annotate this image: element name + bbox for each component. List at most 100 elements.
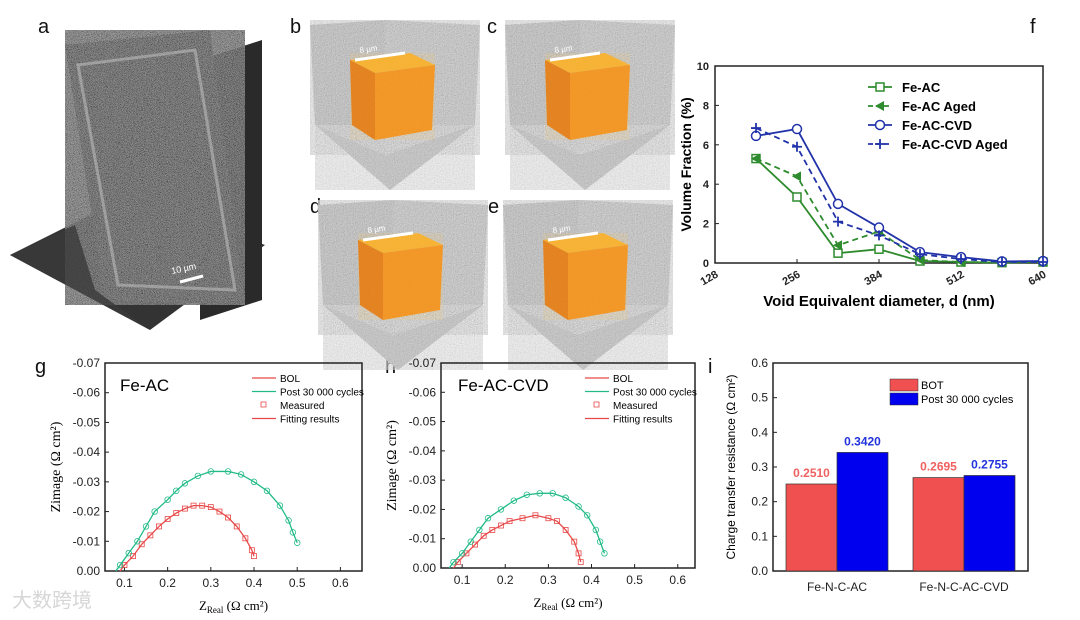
measured-point [237,471,245,478]
scale-bar-e [547,231,599,242]
panel-label-f: f [1030,16,1036,38]
y-tick-label: 0.6 [751,356,768,370]
chart-g-nyquist-fe-ac: 0.00 -0.01 -0.02 -0.03 -0.04 -0.05 -0.06 -0.07 0… [49,356,364,615]
data-point [874,119,886,131]
legend-item: Fe-AC-CVD [868,118,972,133]
x-axis-label-part: (Ω cm²) [558,595,603,610]
panel-label-h: h [385,356,396,378]
data-point [833,216,843,227]
data-point [997,257,1007,268]
measured-point [523,491,531,498]
measured-point [294,539,301,546]
scale-bar-d [362,231,414,242]
measured-point [207,468,215,475]
measured-point [289,529,297,536]
legend-label: Fe-AC Aged [902,99,976,114]
x-tick-label: 0.1 [116,576,133,590]
data-point [875,101,884,111]
scale-bar-a [179,274,204,284]
legend-label: Post 30 000 cycles [613,388,697,399]
legend-label: Fitting results [280,415,339,426]
measured-point [575,503,582,510]
measured-point [173,487,180,494]
data-point [875,82,885,92]
series-post-30000-cycles [115,468,301,572]
panel-label-g: g [35,356,46,378]
bar-value-label: 0.2695 [920,460,957,474]
scale-bar-c [549,51,601,62]
x-tick-label: 0.3 [202,576,219,590]
tomography-image-a: 10 µm [10,30,265,330]
x-tick-label: Fe-N-C-AC-CVD [919,580,1009,594]
plot-frame [104,362,363,572]
bar-value-label: 0.2755 [971,457,1008,471]
measured-point [536,490,543,497]
legend-label: Fe-AC [902,80,941,95]
measured-point [121,562,128,568]
y-tick-label: 0.00 [77,564,101,578]
y-tick-label: 4 [703,179,710,191]
y-tick-label: -0.02 [409,502,437,516]
panel-label-a: a [38,16,50,38]
measured-point [575,550,582,557]
measured-point [285,517,292,524]
y-tick-label: 0.2 [751,495,768,509]
legend-label: Fe-AC-CVD [902,118,972,133]
x-axis-label: ZReal (Ω cm²) [533,595,602,612]
measured-point [173,510,180,516]
measured-point [199,502,206,509]
series-line [755,127,1043,263]
fit-curve [448,492,606,569]
y-tick-label: 2 [703,219,709,231]
y-axis-label: Charge transfer resistance (Ω cm²) [724,374,738,559]
legend-label: Measured [613,401,657,412]
x-tick-label: 128 [699,269,721,289]
measured-point [562,494,569,501]
measured-point [216,508,223,515]
series-fe-ac [751,153,1048,268]
fit-curve [119,504,255,572]
y-tick-label: -0.03 [73,475,101,489]
measured-point [207,504,214,511]
x-tick-label: 0.2 [497,573,514,587]
measured-point [510,497,518,504]
legend-label: BOL [613,374,633,385]
chart-title: Fe-AC [120,376,169,395]
y-tick-label: 0.4 [751,425,768,439]
x-axis-label-part: Real [207,605,224,615]
measured-point [562,527,569,533]
measured-point [224,468,232,475]
data-point [1038,257,1048,268]
y-tick-label: 0.1 [751,529,768,543]
y-tick-label: 8 [703,100,709,112]
legend-item: Fitting results [585,415,672,426]
bar-bot-0 [785,483,838,572]
measured-point [156,523,162,530]
measured-point [601,550,608,557]
series-post-30000-cycles [448,490,608,569]
data-point [791,123,803,135]
measured-point [450,558,457,566]
x-axis-label-part: Real [541,602,558,612]
chart-h-nyquist-fe-ac-cvd: 0.00 -0.01 -0.02 -0.03 -0.04 -0.05 -0.06 -0.07 0… [385,356,697,612]
chart-f-void-distribution: 0 2 4 6 8 10 128 256 384 512 640 Void Equivalent di… [678,61,1048,310]
x-tick-label: 0.4 [246,576,263,590]
data-point [792,141,802,152]
measured-point [498,522,504,529]
y-axis-label: Zimage (Ω cm²) [385,420,400,511]
measured-point [463,550,470,557]
scale-label-b: 8 µm [359,44,378,55]
orange-cube [543,233,628,320]
tomography-cube-image-b: 8 µm [310,20,480,190]
legend-item: Fe-AC Aged [868,99,976,114]
orange-cube [545,53,630,140]
legend-label: BOT [921,380,944,392]
data-point [832,198,844,210]
measured-point [519,515,526,522]
y-tick-label: -0.04 [73,445,101,459]
bar-post-1 [963,475,1016,572]
y-tick-label: -0.07 [73,356,101,370]
data-point [956,254,966,265]
x-tick-label: 0.4 [583,573,600,587]
